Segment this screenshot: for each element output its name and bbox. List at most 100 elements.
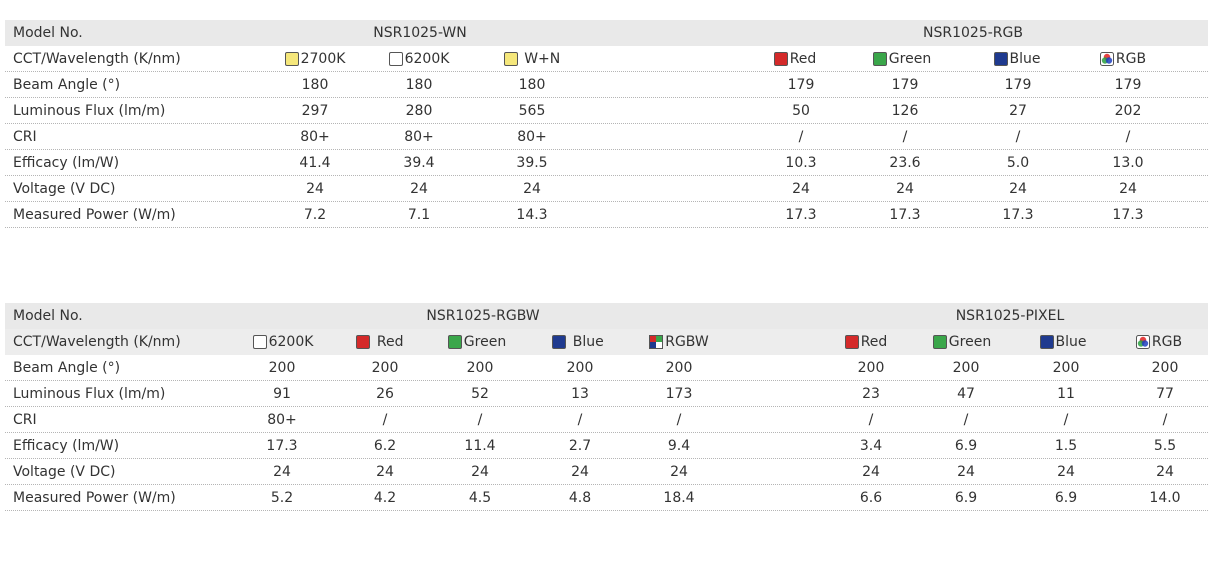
table-cell: 39.4 bbox=[403, 155, 435, 171]
voltage-row: Voltage (V DC) 24 24 24 24 24 24 24 24 2… bbox=[5, 459, 1208, 485]
table-cell: / bbox=[1063, 412, 1069, 428]
table-cell: 77 bbox=[1156, 386, 1174, 402]
column-header: Blue bbox=[523, 329, 633, 355]
row-label: CRI bbox=[13, 412, 37, 428]
row-label: Voltage (V DC) bbox=[13, 464, 116, 480]
row-label: CRI bbox=[13, 129, 37, 145]
table-cell: 297 bbox=[301, 103, 329, 119]
table-cell: 179 bbox=[891, 77, 919, 93]
cri-row: CRI 80+ / / / / / / / / bbox=[5, 407, 1208, 433]
model-row: Model No. NSR1025-WN NSR1025-RGB bbox=[5, 20, 1208, 46]
table-cell: 24 bbox=[1119, 181, 1137, 197]
table-cell: 24 bbox=[273, 464, 291, 480]
table-cell: / bbox=[963, 412, 969, 428]
luminous-flux-row: Luminous Flux (lm/m) 297 280 565 50 126 … bbox=[5, 98, 1208, 124]
table-cell: 280 bbox=[405, 103, 433, 119]
table-cell: 13 bbox=[571, 386, 589, 402]
column-header: Green bbox=[847, 46, 957, 72]
table-cell: 23.6 bbox=[889, 155, 921, 171]
table-cell: 41.4 bbox=[299, 155, 331, 171]
table-cell: / bbox=[676, 412, 682, 428]
group-title-rgbw: NSR1025-RGBW bbox=[426, 308, 540, 324]
voltage-row: Voltage (V DC) 24 24 24 24 24 24 24 bbox=[5, 176, 1208, 202]
table-cell: 80+ bbox=[404, 129, 434, 145]
table-cell: 200 bbox=[466, 360, 494, 376]
table-cell: 17.3 bbox=[1112, 207, 1144, 223]
table-cell: 179 bbox=[787, 77, 815, 93]
yellow-swatch-icon bbox=[503, 52, 518, 66]
red-swatch-icon bbox=[844, 335, 859, 349]
column-header: RGB bbox=[1104, 329, 1214, 355]
table-cell: 200 bbox=[268, 360, 296, 376]
rgbw-swatch-icon bbox=[649, 335, 664, 349]
table-cell: 17.3 bbox=[266, 438, 298, 454]
table-cell: 179 bbox=[1004, 77, 1032, 93]
column-header: Green bbox=[422, 329, 532, 355]
table-cell: 126 bbox=[891, 103, 919, 119]
table-cell: 80+ bbox=[300, 129, 330, 145]
row-label: Efficacy (lm/W) bbox=[13, 155, 120, 171]
table-cell: 91 bbox=[273, 386, 291, 402]
row-label: CCT/Wavelength (K/nm) bbox=[13, 51, 181, 67]
column-header: 6200K bbox=[364, 46, 474, 72]
measured-power-row: Measured Power (W/m) 5.2 4.2 4.5 4.8 18.… bbox=[5, 485, 1208, 511]
table-cell: 13.0 bbox=[1112, 155, 1144, 171]
table-cell: 5.5 bbox=[1153, 438, 1177, 454]
table-cell: 24 bbox=[523, 181, 541, 197]
column-header: RGBW bbox=[624, 329, 734, 355]
red-swatch-icon bbox=[356, 335, 371, 349]
row-label: Voltage (V DC) bbox=[13, 181, 116, 197]
model-row: Model No. NSR1025-RGBW NSR1025-PIXEL bbox=[5, 303, 1208, 329]
table-cell: 6.9 bbox=[954, 490, 978, 506]
table-cell: 202 bbox=[1114, 103, 1142, 119]
table-cell: 26 bbox=[376, 386, 394, 402]
table-cell: / bbox=[382, 412, 388, 428]
rgb-swatch-icon bbox=[1135, 335, 1150, 349]
table-cell: 1.5 bbox=[1054, 438, 1078, 454]
table-cell: / bbox=[577, 412, 583, 428]
table-cell: 24 bbox=[862, 464, 880, 480]
table-cell: 200 bbox=[857, 360, 885, 376]
column-header: Green bbox=[907, 329, 1017, 355]
table-cell: 24 bbox=[410, 181, 428, 197]
table-cell: 24 bbox=[896, 181, 914, 197]
blue-swatch-icon bbox=[993, 52, 1008, 66]
table-cell: 4.2 bbox=[373, 490, 397, 506]
table-cell: / bbox=[798, 129, 804, 145]
column-header: RGB bbox=[1068, 46, 1178, 72]
cri-row: CRI 80+ 80+ 80+ / / / / bbox=[5, 124, 1208, 150]
table-cell: 180 bbox=[405, 77, 433, 93]
table-cell: 24 bbox=[1057, 464, 1075, 480]
table-cell: 180 bbox=[518, 77, 546, 93]
table-cell: 179 bbox=[1114, 77, 1142, 93]
table-cell: 39.5 bbox=[516, 155, 548, 171]
table-cell: / bbox=[477, 412, 483, 428]
group-title-rgb: NSR1025-RGB bbox=[923, 25, 1023, 41]
table-cell: 565 bbox=[518, 103, 546, 119]
group-title-wn: NSR1025-WN bbox=[373, 25, 467, 41]
model-label: Model No. bbox=[13, 25, 83, 41]
table-cell: 50 bbox=[792, 103, 810, 119]
row-label: Luminous Flux (lm/m) bbox=[13, 386, 166, 402]
table-cell: 180 bbox=[301, 77, 329, 93]
green-swatch-icon bbox=[932, 335, 947, 349]
table-cell: 24 bbox=[471, 464, 489, 480]
table-cell: / bbox=[1015, 129, 1021, 145]
column-header: 6200K bbox=[228, 329, 338, 355]
cct-wavelength-row: CCT/Wavelength (K/nm) 2700K 6200K W+N Re… bbox=[5, 46, 1208, 72]
cct-wavelength-row: CCT/Wavelength (K/nm) 6200K Red Green Bl… bbox=[5, 329, 1208, 355]
column-header: Blue bbox=[962, 46, 1072, 72]
column-header: Red bbox=[325, 329, 435, 355]
table-cell: 5.2 bbox=[270, 490, 294, 506]
row-label: Beam Angle (°) bbox=[13, 77, 121, 93]
table-cell: 200 bbox=[1151, 360, 1179, 376]
table-cell: 200 bbox=[952, 360, 980, 376]
table-cell: 9.4 bbox=[667, 438, 691, 454]
spec-table-nsr1025-wn-rgb: Model No. NSR1025-WN NSR1025-RGB CCT/Wav… bbox=[5, 20, 1208, 228]
yellow-swatch-icon bbox=[284, 52, 299, 66]
table-cell: 200 bbox=[371, 360, 399, 376]
table-cell: 18.4 bbox=[663, 490, 695, 506]
table-cell: 47 bbox=[957, 386, 975, 402]
table-cell: 24 bbox=[792, 181, 810, 197]
blue-swatch-icon bbox=[1039, 335, 1054, 349]
